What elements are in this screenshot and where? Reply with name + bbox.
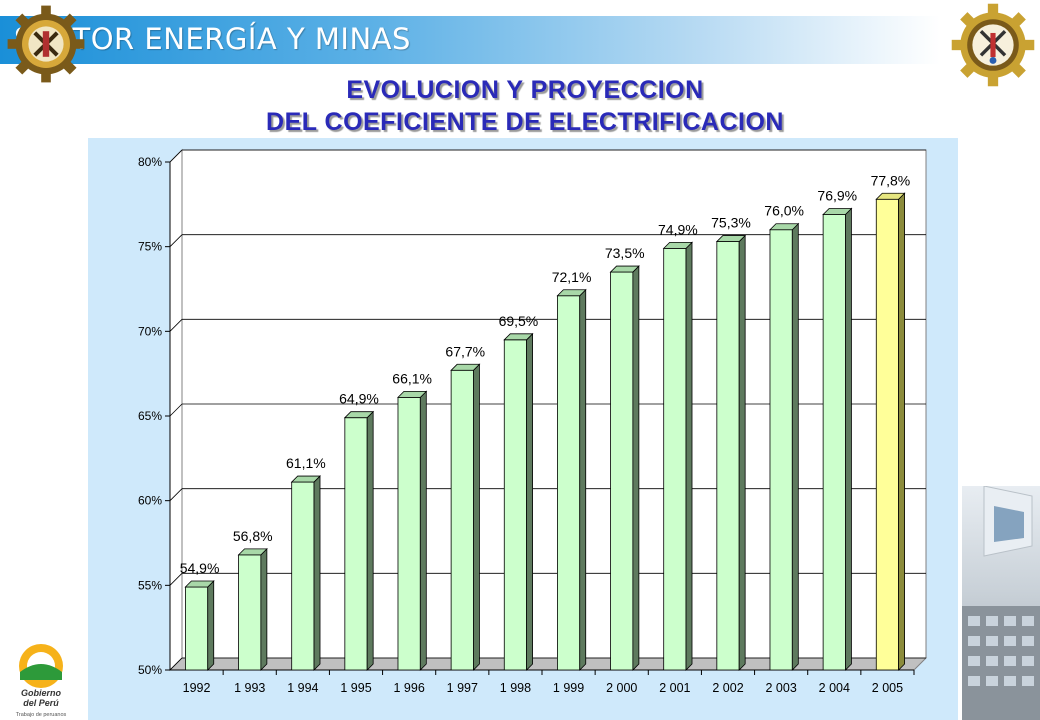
gridline-diagonal: [169, 573, 183, 586]
data-label: 77,8%: [871, 172, 911, 188]
bar-side: [207, 580, 215, 671]
building-photo: [962, 486, 1040, 720]
bar: [716, 241, 740, 671]
bar-side: [419, 390, 427, 671]
bar: [185, 586, 209, 671]
x-tick-label: 1 999: [553, 681, 584, 695]
x-tick-label: 2 002: [712, 681, 743, 695]
ministry-gear-logo-left: [7, 5, 85, 83]
chart-title-line-2: DEL COEFICIENTE DE ELECTRIFICACION: [266, 108, 784, 136]
bar: [238, 554, 262, 671]
gridline-diagonal: [169, 657, 183, 671]
bar-chart: 50% 55% 60% 65% 70% 75% 80% 54,9% 1992 56,8% 1 993…: [138, 148, 928, 695]
data-label: 73,5%: [605, 245, 645, 261]
bar-side: [366, 410, 374, 671]
svg-text:Gobierno: Gobierno: [21, 688, 62, 698]
x-tick-label: 2 003: [766, 681, 797, 695]
bar-top: [450, 363, 481, 371]
bar-top: [715, 235, 747, 242]
data-label: 75,3%: [711, 215, 751, 231]
header-text: SECTOR ENERGÍA Y MINAS: [14, 22, 411, 56]
y-tick-label: 65%: [138, 409, 162, 423]
bar-side: [260, 547, 268, 671]
bar: [397, 396, 421, 671]
bar-top: [290, 475, 321, 483]
data-label: 64,9%: [339, 391, 379, 407]
y-tick-label: 50%: [138, 663, 162, 677]
bar-side: [313, 475, 321, 671]
data-label: 66,1%: [392, 370, 432, 386]
chart-floor: [168, 657, 928, 671]
data-label: 69,5%: [499, 313, 539, 329]
x-tick-label: 1 997: [447, 681, 478, 695]
bar: [291, 481, 315, 671]
bar-side: [845, 207, 852, 671]
bar: [344, 417, 368, 671]
y-tick-label: 75%: [138, 240, 162, 254]
svg-text:del Perú: del Perú: [23, 698, 59, 708]
bar-side: [632, 265, 640, 671]
bar-side: [685, 241, 693, 671]
bar-top: [184, 580, 215, 588]
x-tick-label: 1 993: [234, 681, 265, 695]
x-tick-label: 1 996: [394, 681, 425, 695]
x-tick-label: 2 005: [872, 681, 903, 695]
data-label: 67,7%: [445, 343, 485, 359]
x-tick-label: 2 000: [606, 681, 637, 695]
data-label: 72,1%: [552, 269, 592, 285]
bar-side: [791, 222, 799, 671]
y-tick-label: 80%: [138, 155, 162, 169]
gridline-diagonal: [169, 319, 183, 332]
x-tick-label: 1992: [183, 681, 211, 695]
bar-top: [503, 333, 534, 341]
bar: [822, 214, 846, 671]
bar-top: [237, 548, 268, 556]
x-tick-label: 2 004: [819, 681, 850, 695]
header-band: [0, 16, 940, 64]
gridline-diagonal: [169, 234, 183, 247]
bar-top: [609, 265, 640, 273]
gridline-diagonal: [169, 149, 183, 163]
x-tick-label: 1 995: [340, 681, 371, 695]
data-label: 76,9%: [817, 187, 857, 203]
bar-top: [769, 223, 800, 231]
bar-side: [526, 332, 533, 671]
bar-top: [397, 390, 428, 398]
bar-top: [662, 241, 693, 249]
data-label: 54,9%: [180, 560, 220, 576]
gridline-diagonal: [169, 403, 183, 417]
x-tick-label: 2 001: [659, 681, 690, 695]
bar-side: [473, 363, 480, 671]
x-tick-label: 1 998: [500, 681, 531, 695]
bar-side: [898, 192, 905, 671]
gobierno-del-peru-logo: Gobierno del Perú Trabajo de peruanos: [16, 644, 67, 718]
y-tick-label: 60%: [138, 494, 162, 508]
bar-top: [875, 192, 906, 200]
data-label: 74,9%: [658, 221, 698, 237]
bar: [663, 247, 687, 671]
bar: [875, 198, 899, 671]
bar: [503, 339, 527, 671]
data-label: 56,8%: [233, 528, 273, 544]
bar: [450, 369, 474, 671]
bar-top: [556, 289, 587, 297]
bar-side: [738, 234, 746, 671]
bar-side: [579, 288, 587, 671]
bar: [610, 271, 634, 671]
bar: [557, 295, 581, 671]
y-tick-label: 55%: [138, 578, 162, 592]
ministry-gear-logo-right: [951, 3, 1035, 87]
data-label: 76,0%: [764, 203, 804, 219]
gobierno-tagline: Trabajo de peruanos: [16, 712, 67, 718]
gridline-diagonal: [169, 488, 183, 501]
x-tick-label: 1 994: [287, 681, 318, 695]
y-tick-label: 70%: [138, 324, 162, 338]
bar-top: [343, 411, 375, 419]
bar: [769, 229, 793, 671]
bar-top: [822, 208, 853, 215]
chart-title-line-1: EVOLUCION Y PROYECCION: [346, 76, 704, 104]
data-label: 61,1%: [286, 455, 326, 471]
